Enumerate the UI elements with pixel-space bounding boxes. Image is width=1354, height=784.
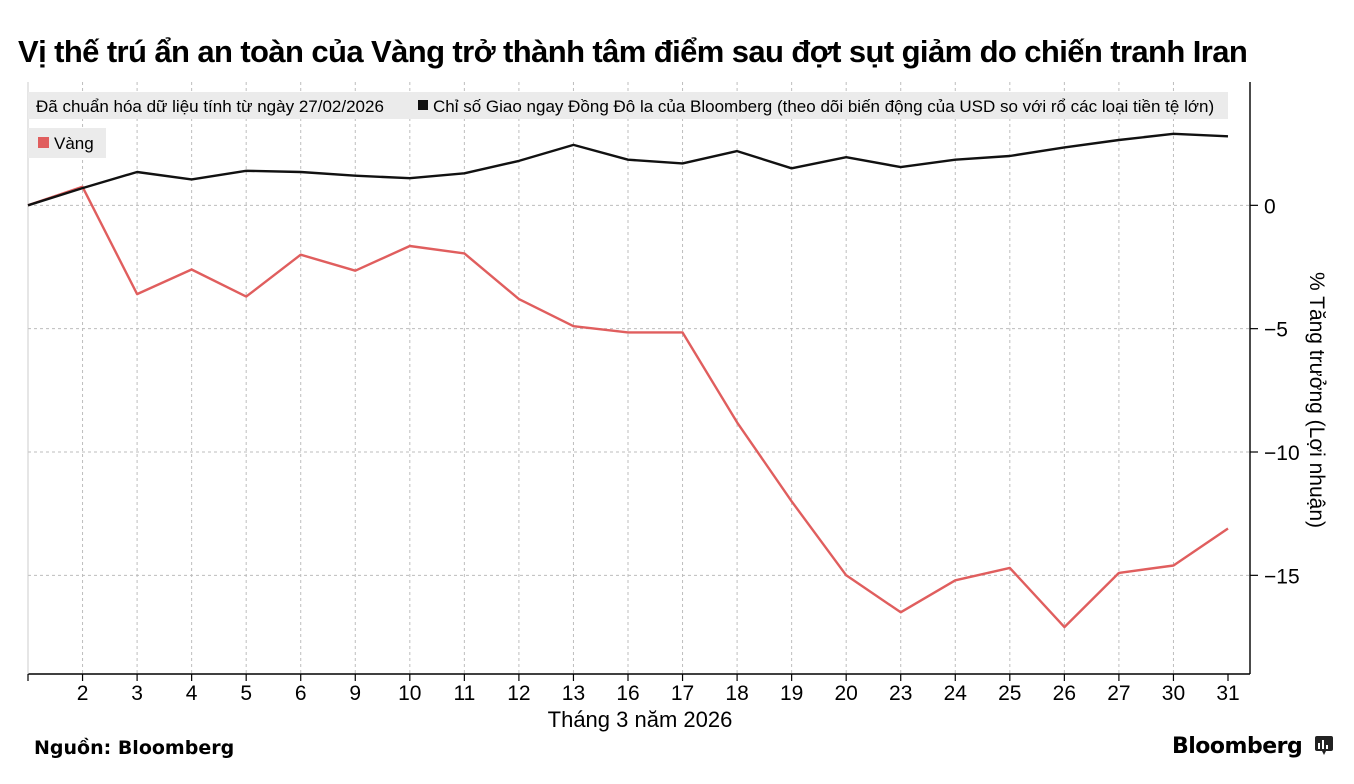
x-tick-label: 24 bbox=[944, 682, 968, 705]
series-layer bbox=[27, 132, 1229, 629]
x-tick-label: 23 bbox=[889, 682, 912, 705]
x-tick-label: 13 bbox=[562, 682, 585, 705]
x-tick-label: 9 bbox=[349, 682, 361, 705]
x-tick-label: 20 bbox=[835, 682, 858, 705]
chart-title: Vị thế trú ẩn an toàn của Vàng trở thành… bbox=[18, 34, 1248, 69]
legend-label-gold: Vàng bbox=[54, 134, 94, 153]
x-tick-label: 6 bbox=[295, 682, 307, 705]
x-tick-label: 10 bbox=[398, 682, 421, 705]
x-tick-label: 4 bbox=[186, 682, 198, 705]
x-tick-label: 3 bbox=[131, 682, 143, 705]
y-tick-label: −15 bbox=[1264, 565, 1300, 588]
legend-background bbox=[28, 92, 1228, 119]
legend-swatch-gold bbox=[38, 137, 49, 148]
x-tick-label: 19 bbox=[780, 682, 803, 705]
x-tick-label: 25 bbox=[998, 682, 1021, 705]
y-tick-label: 0 bbox=[1264, 195, 1276, 218]
y-tick-label: −10 bbox=[1264, 442, 1300, 465]
brand-logo: Bloomberg bbox=[1172, 734, 1303, 759]
x-tick-label: 18 bbox=[725, 682, 748, 705]
x-tick-label: 5 bbox=[240, 682, 252, 705]
legend-layer: Đã chuẩn hóa dữ liệu tính từ ngày 27/02/… bbox=[28, 92, 1228, 158]
series-line-gold bbox=[27, 185, 1229, 629]
x-tick-label: 2 bbox=[77, 682, 89, 705]
grid-layer bbox=[28, 82, 1250, 674]
x-tick-label: 16 bbox=[616, 682, 639, 705]
x-tick-label: 11 bbox=[453, 682, 475, 705]
axis-layer: 0−5−10−152 3 4 5 6 9 10 11 12 13 16 17 18 19 20 23 24 25 2… bbox=[27, 82, 1300, 705]
series-line-usd bbox=[27, 132, 1229, 207]
source-note: Nguồn: Bloomberg bbox=[34, 737, 235, 759]
x-tick-label: 17 bbox=[671, 682, 694, 705]
legend-swatch-usd bbox=[418, 100, 428, 110]
x-axis-label: Tháng 3 năm 2026 bbox=[548, 707, 733, 732]
y-axis-label: % Tăng trưởng (Lợi nhuận) bbox=[1305, 272, 1328, 528]
x-tick-label: 31 bbox=[1216, 682, 1239, 705]
x-tick-label: 27 bbox=[1107, 682, 1130, 705]
y-tick-label: −5 bbox=[1264, 319, 1288, 342]
legend-label-usd: Chỉ số Giao ngay Đồng Đô la của Bloomber… bbox=[433, 97, 1214, 116]
x-tick-label: 12 bbox=[507, 682, 530, 705]
x-tick-label: 26 bbox=[1053, 682, 1076, 705]
bloomberg-terminal-icon bbox=[1315, 736, 1333, 755]
x-tick-label: 30 bbox=[1162, 682, 1185, 705]
chart-subtitle: Đã chuẩn hóa dữ liệu tính từ ngày 27/02/… bbox=[36, 97, 384, 116]
